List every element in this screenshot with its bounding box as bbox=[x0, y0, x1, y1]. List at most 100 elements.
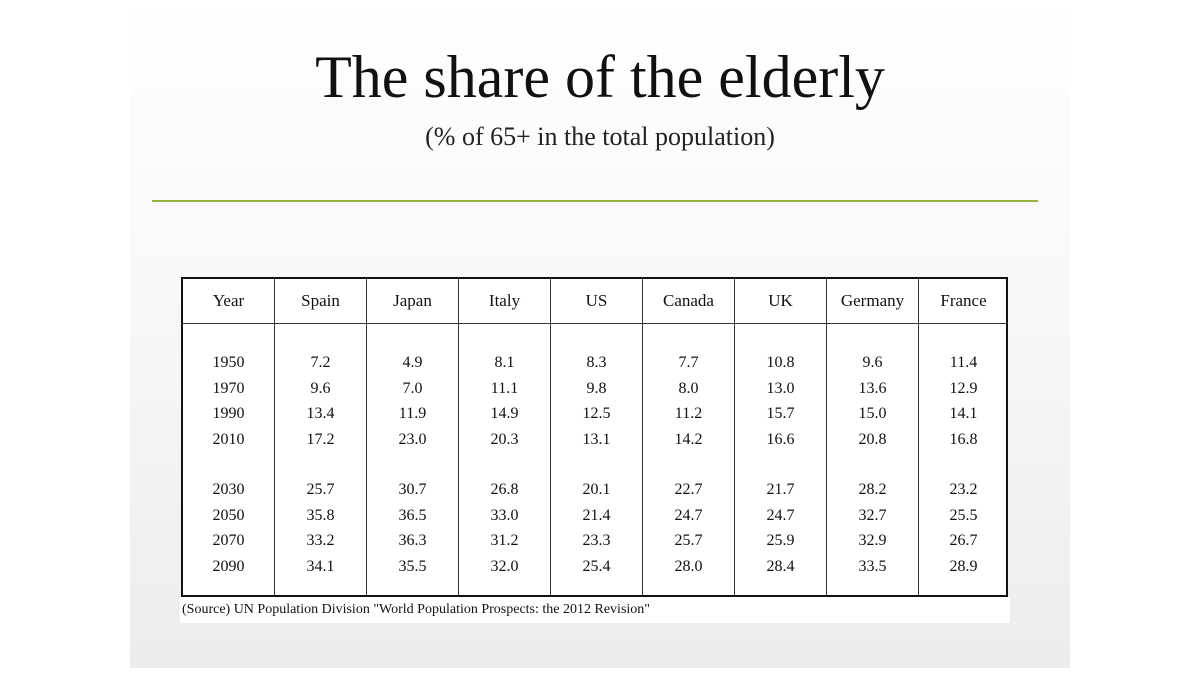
table-column: US 8.3 9.8 12.5 13.1 20.1 21.4 23.3 25.4 bbox=[550, 279, 642, 595]
table-cell: 7.7 bbox=[678, 354, 699, 371]
table-cell: 1970 bbox=[212, 379, 245, 397]
table-cell: 22.7 bbox=[674, 481, 703, 498]
table-column: Japan 4.9 7.0 11.9 23.0 30.7 36.5 36.3 35.5 bbox=[366, 279, 458, 595]
table-cell: 9.8 bbox=[586, 379, 607, 397]
table-cell: 1990 bbox=[212, 405, 245, 422]
slide: The share of the elderly (% of 65+ in th… bbox=[130, 0, 1070, 668]
table-cell: 30.7 bbox=[398, 481, 427, 498]
projection-block: 22.7 24.7 25.7 28.0 bbox=[643, 452, 734, 579]
table-cell: 23.3 bbox=[582, 532, 611, 549]
table-cell: 31.2 bbox=[490, 532, 519, 549]
table-cell: 33.5 bbox=[858, 557, 887, 575]
table-cell: 12.9 bbox=[949, 379, 978, 397]
historical-block: 4.9 7.0 11.9 23.0 bbox=[367, 324, 458, 452]
historical-block: 11.4 12.9 14.1 16.8 bbox=[919, 324, 1008, 452]
table-cell: 7.2 bbox=[310, 354, 331, 371]
column-header: Year bbox=[183, 279, 274, 324]
table-cell: 20.1 bbox=[582, 481, 611, 498]
table-cell: 2030 bbox=[212, 481, 245, 498]
table-cell: 26.7 bbox=[949, 532, 978, 549]
column-header: Canada bbox=[643, 279, 734, 324]
table-cell: 13.1 bbox=[582, 430, 611, 448]
table-cell: 13.4 bbox=[306, 405, 335, 422]
table-cell: 21.4 bbox=[582, 506, 611, 524]
table-cell: 2050 bbox=[212, 506, 245, 524]
projection-block: 26.8 33.0 31.2 32.0 bbox=[459, 452, 550, 579]
historical-block: 8.3 9.8 12.5 13.1 bbox=[551, 324, 642, 452]
table-cell: 15.0 bbox=[858, 405, 887, 422]
column-header: US bbox=[551, 279, 642, 324]
historical-block: 1950 1970 1990 2010 bbox=[183, 324, 274, 452]
table-cell: 8.0 bbox=[678, 379, 699, 397]
table-cell: 28.2 bbox=[858, 481, 887, 498]
table-cell: 28.4 bbox=[766, 557, 795, 575]
column-header: Japan bbox=[367, 279, 458, 324]
table-cell: 24.7 bbox=[766, 506, 795, 524]
table-cell: 12.5 bbox=[582, 405, 611, 422]
table-cell: 28.9 bbox=[949, 557, 978, 575]
projection-block: 30.7 36.5 36.3 35.5 bbox=[367, 452, 458, 579]
table-cell: 35.5 bbox=[398, 557, 427, 575]
column-header: UK bbox=[735, 279, 826, 324]
table-cell: 10.8 bbox=[766, 354, 795, 371]
table-cell: 11.1 bbox=[490, 379, 519, 397]
table-cell: 36.3 bbox=[398, 532, 427, 549]
table-column: Spain 7.2 9.6 13.4 17.2 25.7 35.8 33.2 34.1 bbox=[274, 279, 366, 595]
table-cell: 23.0 bbox=[398, 430, 427, 448]
projection-block: 20.1 21.4 23.3 25.4 bbox=[551, 452, 642, 579]
column-header: Spain bbox=[275, 279, 366, 324]
slide-subtitle: (% of 65+ in the total population) bbox=[425, 122, 775, 151]
elderly-share-table: Year 1950 1970 1990 2010 2030 2050 2070 2090 Spai… bbox=[181, 277, 1008, 597]
table-cell: 25.7 bbox=[306, 481, 335, 498]
historical-block: 9.6 13.6 15.0 20.8 bbox=[827, 324, 918, 452]
table-cell: 33.0 bbox=[490, 506, 519, 524]
table-cell: 15.7 bbox=[766, 405, 795, 422]
column-header: Germany bbox=[827, 279, 918, 324]
table-cell: 16.8 bbox=[949, 430, 978, 448]
table-cell: 14.2 bbox=[674, 430, 703, 448]
table-column: Germany 9.6 13.6 15.0 20.8 28.2 32.7 32.9 33.5 bbox=[826, 279, 918, 595]
table-cell: 25.9 bbox=[766, 532, 795, 549]
table-cell: 32.9 bbox=[858, 532, 887, 549]
table-column: Italy 8.1 11.1 14.9 20.3 26.8 33.0 31.2 32.0 bbox=[458, 279, 550, 595]
table-cell: 14.1 bbox=[949, 405, 978, 422]
table-column: UK 10.8 13.0 15.7 16.6 21.7 24.7 25.9 28.4 bbox=[734, 279, 826, 595]
table-column: Canada 7.7 8.0 11.2 14.2 22.7 24.7 25.7 28.0 bbox=[642, 279, 734, 595]
table-cell: 2010 bbox=[212, 430, 245, 448]
projection-block: 28.2 32.7 32.9 33.5 bbox=[827, 452, 918, 579]
table-cell: 25.4 bbox=[582, 557, 611, 575]
table-cell: 21.7 bbox=[766, 481, 795, 498]
table-cell: 9.6 bbox=[310, 379, 331, 397]
table-cell: 7.0 bbox=[402, 379, 423, 397]
table-cell: 8.3 bbox=[586, 354, 607, 371]
table-cell: 2090 bbox=[212, 557, 245, 575]
table-cell: 14.9 bbox=[490, 405, 519, 422]
column-header: Italy bbox=[459, 279, 550, 324]
source-note: (Source) UN Population Division "World P… bbox=[180, 597, 1010, 623]
title-divider bbox=[152, 200, 1038, 202]
table-cell: 20.8 bbox=[858, 430, 887, 448]
table-cell: 32.0 bbox=[490, 557, 519, 575]
table-cell: 13.6 bbox=[858, 379, 887, 397]
table-cell: 9.6 bbox=[862, 354, 883, 371]
table-cell: 20.3 bbox=[490, 430, 519, 448]
table-cell: 11.2 bbox=[674, 405, 703, 422]
historical-block: 7.2 9.6 13.4 17.2 bbox=[275, 324, 366, 452]
table-cell: 4.9 bbox=[402, 354, 423, 371]
table-cell: 23.2 bbox=[949, 481, 978, 498]
table-cell: 36.5 bbox=[398, 506, 427, 524]
historical-block: 7.7 8.0 11.2 14.2 bbox=[643, 324, 734, 452]
table-cell: 8.1 bbox=[494, 354, 515, 371]
table-cell: 24.7 bbox=[674, 506, 703, 524]
projection-block: 25.7 35.8 33.2 34.1 bbox=[275, 452, 366, 579]
projection-block: 23.2 25.5 26.7 28.9 bbox=[919, 452, 1008, 579]
table-cell: 35.8 bbox=[306, 506, 335, 524]
table-cell: 13.0 bbox=[766, 379, 795, 397]
table-cell: 16.6 bbox=[766, 430, 795, 448]
table-column: Year 1950 1970 1990 2010 2030 2050 2070 2090 bbox=[183, 279, 274, 595]
table-cell: 32.7 bbox=[858, 506, 887, 524]
historical-block: 8.1 11.1 14.9 20.3 bbox=[459, 324, 550, 452]
historical-block: 10.8 13.0 15.7 16.6 bbox=[735, 324, 826, 452]
table-column: France 11.4 12.9 14.1 16.8 23.2 25.5 26.7 28.9 bbox=[918, 279, 1008, 595]
projection-block: 2030 2050 2070 2090 bbox=[183, 452, 274, 579]
